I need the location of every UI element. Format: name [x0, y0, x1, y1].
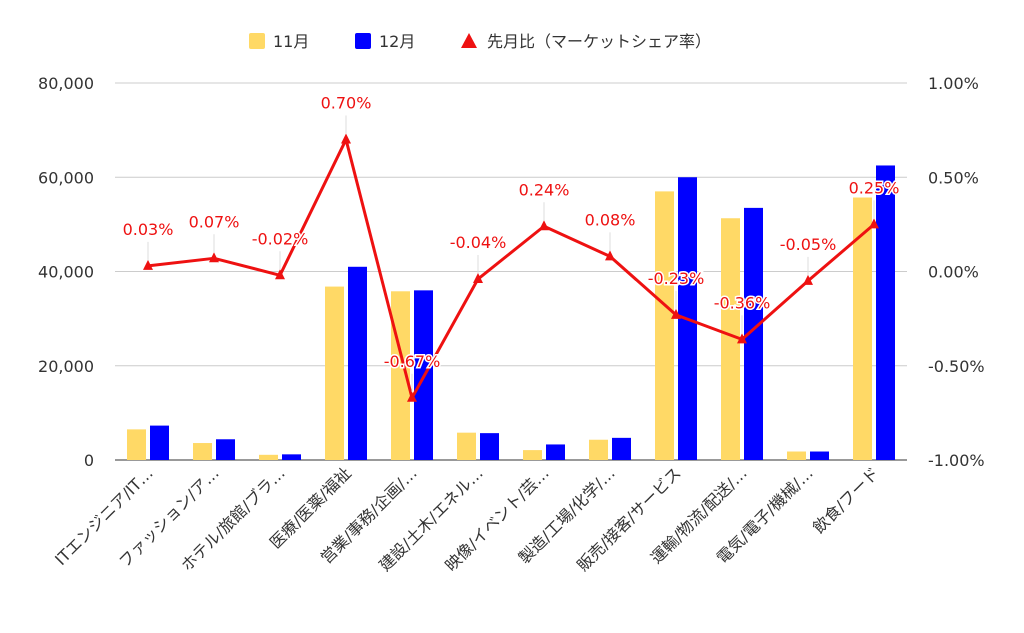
bar-nov	[853, 197, 872, 461]
legend-label: 11月	[273, 32, 309, 51]
bar-dec	[216, 439, 235, 460]
line-data-label: -0.67%	[384, 352, 441, 371]
bar-dec	[546, 444, 565, 460]
category-label: 飲食/フード	[809, 463, 883, 537]
line-data-label: -0.02%	[252, 229, 309, 248]
bar-nov	[259, 454, 278, 460]
bar-nov	[655, 191, 674, 460]
left-axis: 0 20,000 40,000 60,000 80,000	[38, 74, 94, 470]
bar-nov	[457, 432, 476, 460]
line-marker	[737, 333, 747, 344]
right-tick-label: 1.00%	[928, 74, 979, 93]
right-axis: -1.00% -0.50% 0.00% 0.50% 1.00%	[928, 74, 985, 470]
bar-nov	[325, 286, 344, 460]
category-axis: ITエンジニア/IT…ファッション/ア…ホテル/旅館/ブラ…医療/医薬/福祉営業…	[51, 463, 883, 575]
legend-swatch	[355, 33, 371, 49]
bar-nov	[127, 429, 146, 460]
left-tick-label: 0	[84, 451, 94, 470]
line-marker	[473, 273, 483, 284]
line-marker	[605, 250, 615, 261]
legend-swatch	[249, 33, 265, 49]
bar-dec	[480, 433, 499, 460]
legend-label: 12月	[379, 32, 415, 51]
left-tick-label: 60,000	[38, 168, 94, 187]
line-marker	[341, 133, 351, 144]
gridlines	[115, 82, 907, 461]
line-data-label: -0.36%	[714, 293, 771, 312]
right-tick-label: -0.50%	[928, 357, 985, 376]
line-marker	[539, 220, 549, 231]
right-tick-label: -1.00%	[928, 451, 985, 470]
line-marker	[869, 218, 879, 229]
right-tick-label: 0.00%	[928, 263, 979, 282]
bar-nov	[721, 218, 740, 460]
share-line: 0.03% 0.07% -0.02% 0.70% -0.67% -0.04% 0.24% 0.…	[121, 92, 901, 402]
bars	[127, 165, 895, 461]
left-tick-label: 80,000	[38, 74, 94, 93]
line-marker	[671, 308, 681, 319]
bar-nov	[787, 451, 806, 460]
legend-label: 先月比（マーケットシェア率）	[487, 32, 711, 51]
line-data-label: 0.24%	[519, 180, 570, 199]
share-line-path	[147, 138, 875, 400]
bar-dec	[348, 266, 367, 460]
bar-nov	[523, 450, 542, 460]
right-tick-label: 0.50%	[928, 168, 979, 187]
line-data-label: 0.07%	[189, 212, 240, 231]
line-data-label: 0.25%	[849, 178, 900, 197]
bar-dec	[612, 437, 631, 460]
line-marker	[209, 252, 219, 263]
bar-nov	[589, 439, 608, 460]
bar-dec	[744, 207, 763, 460]
bar-dec	[150, 425, 169, 460]
line-data-label: 0.70%	[321, 94, 372, 113]
line-marker	[407, 391, 417, 402]
line-marker	[143, 259, 153, 270]
line-data-label: 0.08%	[585, 210, 636, 229]
bar-dec	[876, 165, 895, 460]
line-marker	[803, 274, 813, 285]
bar-nov	[193, 443, 212, 460]
legend: 11月 12月 先月比（マーケットシェア率）	[249, 32, 711, 51]
line-marker	[275, 269, 285, 280]
line-data-label: -0.04%	[450, 233, 507, 252]
left-tick-label: 40,000	[38, 263, 94, 282]
bar-dec	[810, 451, 829, 460]
left-tick-label: 20,000	[38, 357, 94, 376]
bar-dec	[282, 454, 301, 460]
line-data-label: -0.05%	[780, 235, 837, 254]
line-data-label: -0.23%	[648, 269, 705, 288]
legend-swatch	[461, 33, 477, 48]
line-data-label: 0.03%	[123, 220, 174, 239]
